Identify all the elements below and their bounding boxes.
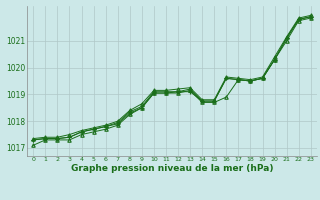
- X-axis label: Graphe pression niveau de la mer (hPa): Graphe pression niveau de la mer (hPa): [71, 164, 273, 173]
